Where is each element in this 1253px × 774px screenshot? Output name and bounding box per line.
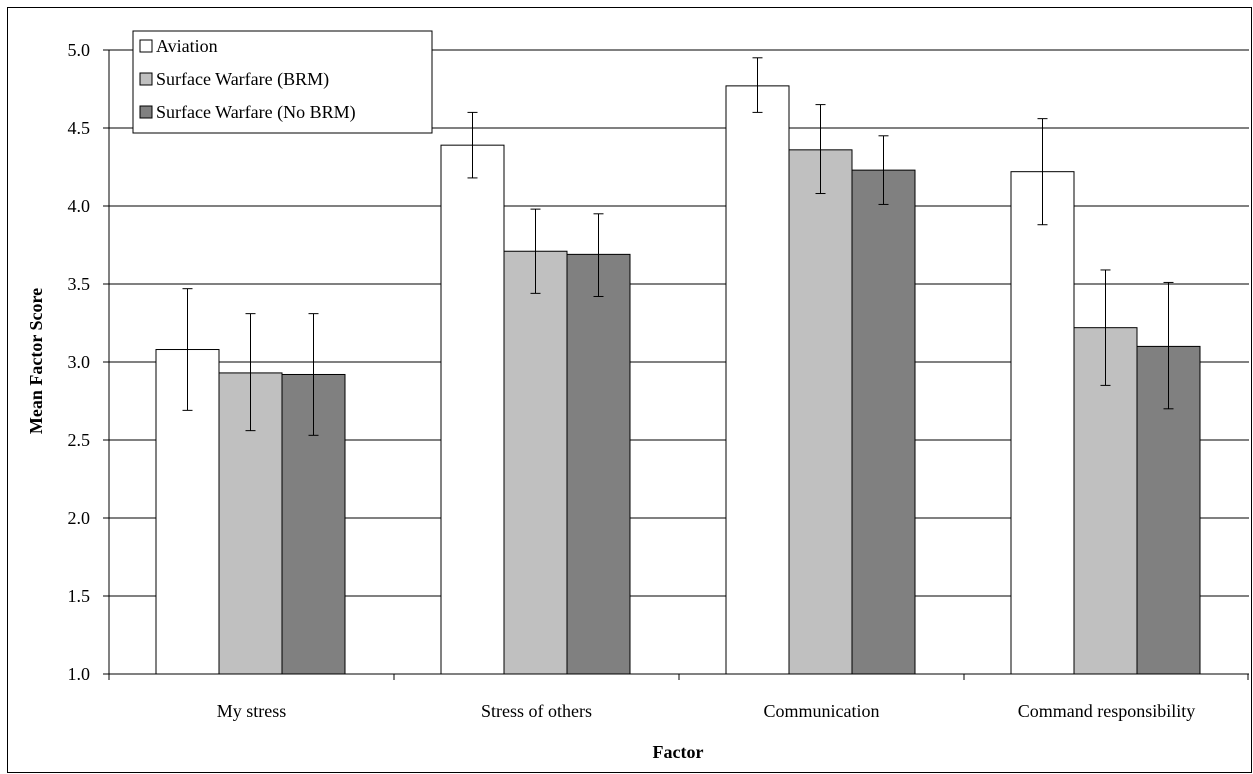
error-bar-surface-warfare-no-brm-command-responsibility <box>1163 281 1174 410</box>
error-bar-surface-warfare-no-brm-my-stress <box>308 313 319 436</box>
x-axis-title: Factor <box>653 742 704 762</box>
error-bar-surface-warfare-brm-communication <box>815 104 826 195</box>
error-bar-surface-warfare-no-brm-stress-of-others <box>593 213 604 297</box>
legend-label-aviation: Aviation <box>156 36 218 56</box>
legend: Aviation Surface Warfare (BRM) Surface W… <box>132 30 433 134</box>
legend-swatch-aviation <box>139 39 153 53</box>
bar-aviation-stress-of-others <box>440 144 505 675</box>
legend-swatch-surface-warfare-brm <box>139 72 153 86</box>
bar-surface-warfare-no-brm-communication <box>851 169 916 675</box>
error-bar-surface-warfare-brm-stress-of-others <box>530 208 541 294</box>
y-tick-label: 5.0 <box>68 40 91 60</box>
y-tick-label: 3.0 <box>68 352 91 372</box>
bar-surface-warfare-brm-communication <box>788 149 853 675</box>
legend-swatch-surface-warfare-no-brm <box>139 105 153 119</box>
x-tick-label-stress-of-others: Stress of others <box>481 701 592 721</box>
error-bar-aviation-my-stress <box>182 288 193 411</box>
bars <box>155 85 1201 675</box>
error-bar-surface-warfare-brm-command-responsibility <box>1100 269 1111 386</box>
legend-box <box>132 30 433 134</box>
x-tick-label-communication: Communication <box>764 701 880 721</box>
axes <box>103 49 1249 680</box>
error-bar-surface-warfare-no-brm-communication <box>878 135 889 205</box>
y-tick-label: 1.5 <box>68 586 91 606</box>
error-bar-aviation-command-responsibility <box>1037 118 1048 226</box>
y-tick-label: 3.5 <box>68 274 91 294</box>
bar-surface-warfare-no-brm-my-stress <box>281 373 346 675</box>
bar-surface-warfare-brm-stress-of-others <box>503 250 568 675</box>
x-tick-labels: My stress Stress of others Communication Co… <box>217 701 1196 721</box>
bar-aviation-communication <box>725 85 790 675</box>
y-tick-label: 2.5 <box>68 430 91 450</box>
error-bar-aviation-stress-of-others <box>467 111 478 179</box>
y-tick-label: 4.5 <box>68 118 91 138</box>
y-tick-label: 4.0 <box>68 196 91 216</box>
bar-surface-warfare-no-brm-stress-of-others <box>566 253 631 675</box>
legend-label-surface-warfare-brm: Surface Warfare (BRM) <box>156 69 329 90</box>
y-tick-labels: 1.0 1.5 2.0 2.5 3.0 3.5 4.0 4.5 5.0 <box>68 40 91 684</box>
x-tick-label-my-stress: My stress <box>217 701 287 721</box>
bar-aviation-command-responsibility <box>1010 171 1075 675</box>
y-axis-title: Mean Factor Score <box>26 288 46 434</box>
y-tick-label: 2.0 <box>68 508 91 528</box>
error-bar-surface-warfare-brm-my-stress <box>245 313 256 432</box>
legend-label-surface-warfare-no-brm: Surface Warfare (No BRM) <box>156 102 356 123</box>
error-bars <box>182 57 1174 436</box>
x-tick-label-command-responsibility: Command responsibility <box>1018 701 1196 721</box>
y-tick-label: 1.0 <box>68 664 91 684</box>
error-bar-aviation-communication <box>752 57 763 113</box>
